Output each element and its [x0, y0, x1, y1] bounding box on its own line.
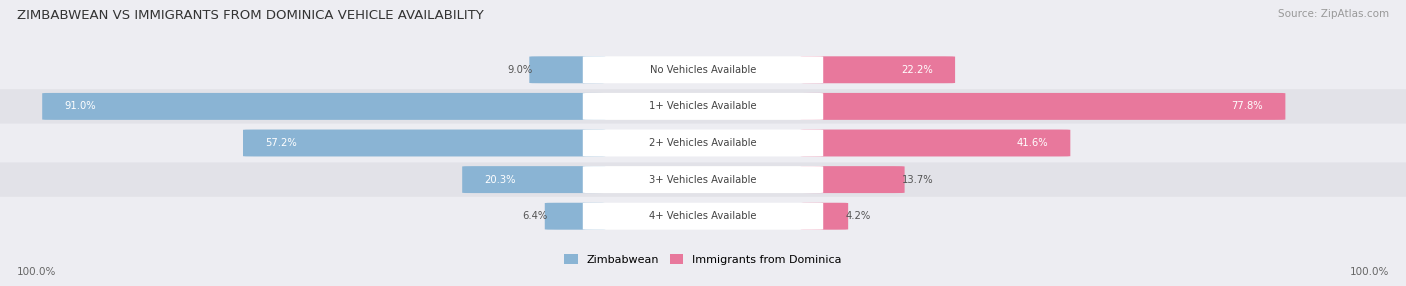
- FancyBboxPatch shape: [529, 56, 606, 83]
- Text: 20.3%: 20.3%: [485, 175, 516, 184]
- FancyBboxPatch shape: [801, 166, 904, 193]
- FancyBboxPatch shape: [0, 89, 1406, 124]
- FancyBboxPatch shape: [0, 199, 1406, 233]
- Text: 4.2%: 4.2%: [845, 211, 870, 221]
- Text: 1+ Vehicles Available: 1+ Vehicles Available: [650, 102, 756, 111]
- FancyBboxPatch shape: [801, 203, 848, 230]
- FancyBboxPatch shape: [801, 130, 1070, 156]
- Text: 100.0%: 100.0%: [1350, 267, 1389, 277]
- FancyBboxPatch shape: [544, 203, 606, 230]
- Text: 9.0%: 9.0%: [508, 65, 531, 75]
- Text: No Vehicles Available: No Vehicles Available: [650, 65, 756, 75]
- Text: 2+ Vehicles Available: 2+ Vehicles Available: [650, 138, 756, 148]
- FancyBboxPatch shape: [582, 130, 823, 156]
- FancyBboxPatch shape: [0, 126, 1406, 160]
- Text: 22.2%: 22.2%: [901, 65, 932, 75]
- Text: 41.6%: 41.6%: [1017, 138, 1047, 148]
- Text: 4+ Vehicles Available: 4+ Vehicles Available: [650, 211, 756, 221]
- Text: 3+ Vehicles Available: 3+ Vehicles Available: [650, 175, 756, 184]
- Text: Source: ZipAtlas.com: Source: ZipAtlas.com: [1278, 9, 1389, 19]
- FancyBboxPatch shape: [0, 162, 1406, 197]
- Text: 100.0%: 100.0%: [17, 267, 56, 277]
- FancyBboxPatch shape: [582, 93, 823, 120]
- Legend: Zimbabwean, Immigrants from Dominica: Zimbabwean, Immigrants from Dominica: [560, 250, 846, 269]
- FancyBboxPatch shape: [582, 56, 823, 83]
- FancyBboxPatch shape: [243, 130, 606, 156]
- FancyBboxPatch shape: [42, 93, 606, 120]
- FancyBboxPatch shape: [801, 56, 955, 83]
- Text: 77.8%: 77.8%: [1232, 102, 1263, 111]
- FancyBboxPatch shape: [0, 53, 1406, 87]
- Text: 6.4%: 6.4%: [523, 211, 547, 221]
- FancyBboxPatch shape: [463, 166, 606, 193]
- Text: 57.2%: 57.2%: [266, 138, 297, 148]
- Text: ZIMBABWEAN VS IMMIGRANTS FROM DOMINICA VEHICLE AVAILABILITY: ZIMBABWEAN VS IMMIGRANTS FROM DOMINICA V…: [17, 9, 484, 21]
- Text: 91.0%: 91.0%: [65, 102, 97, 111]
- FancyBboxPatch shape: [582, 166, 823, 193]
- FancyBboxPatch shape: [801, 93, 1285, 120]
- Text: 13.7%: 13.7%: [901, 175, 934, 184]
- FancyBboxPatch shape: [582, 203, 823, 230]
